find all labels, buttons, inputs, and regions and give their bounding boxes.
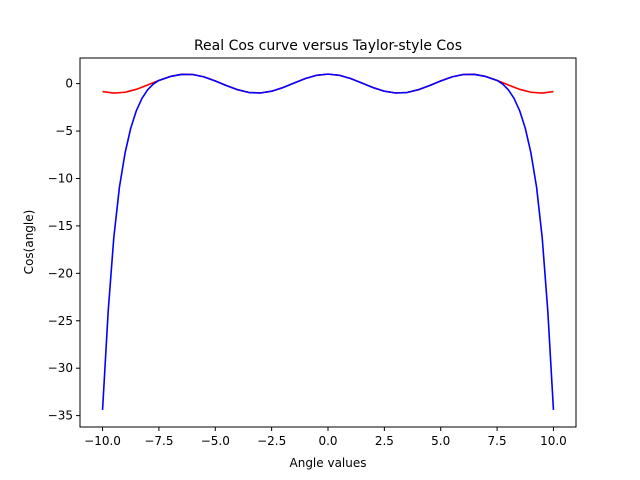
x-tick-label: 5.0 [431, 434, 450, 448]
x-axis-label: Angle values [290, 456, 367, 470]
x-ticks: −10.0 −7.5 −5.0 −2.5 0.0 2.5 5.0 7.5 10.0 [84, 427, 567, 448]
y-tick-label: −25 [48, 314, 73, 328]
x-tick-label: −7.5 [144, 434, 173, 448]
x-tick-label: −10.0 [84, 434, 121, 448]
x-tick-label: 7.5 [488, 434, 507, 448]
x-tick-label: −5.0 [201, 434, 230, 448]
y-ticks: 0 −5 −10 −15 −20 −25 −30 −35 [48, 77, 80, 423]
x-tick-label: 0.0 [318, 434, 337, 448]
y-tick-label: −35 [48, 409, 73, 423]
y-axis-label: Cos(angle) [22, 210, 36, 275]
plot-area [80, 58, 576, 427]
series-line-1 [101, 73, 555, 410]
chart-title: Real Cos curve versus Taylor-style Cos [194, 38, 462, 54]
y-tick-label: −20 [48, 266, 73, 280]
x-tick-label: 10.0 [540, 434, 567, 448]
y-tick-label: 0 [65, 77, 73, 91]
x-tick-label: 2.5 [375, 434, 394, 448]
x-tick-label: −2.5 [257, 434, 286, 448]
y-tick-label: −30 [48, 361, 73, 375]
series-layer [101, 73, 555, 410]
y-tick-label: −10 [48, 171, 73, 185]
y-tick-label: −5 [55, 124, 73, 138]
y-tick-label: −15 [48, 219, 73, 233]
